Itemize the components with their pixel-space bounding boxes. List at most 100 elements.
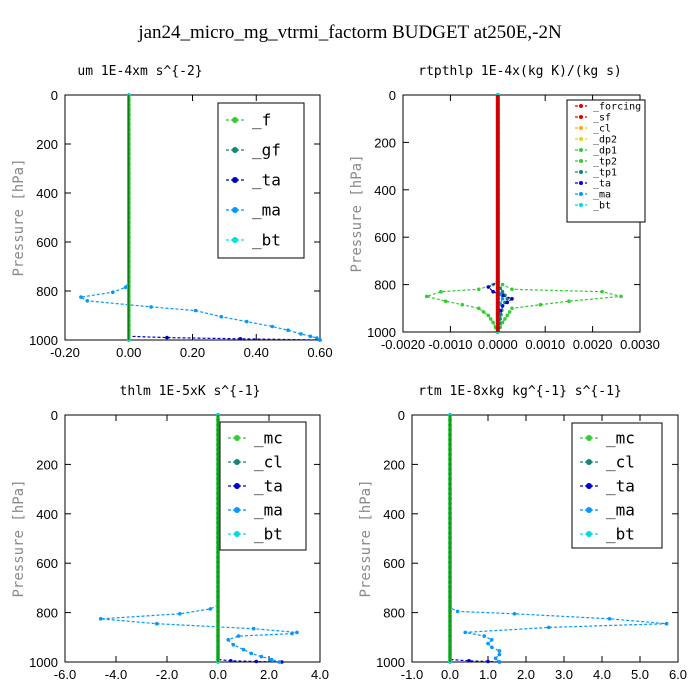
legend-marker [586,459,592,465]
legend-marker [234,507,240,513]
legend-label: _gf [252,141,281,160]
y-tick-label: 800 [36,606,58,621]
x-tick-label: 0.0000 [478,337,518,352]
data-point [318,338,322,342]
data-point [477,306,481,311]
data-point [269,657,274,662]
data-point [486,641,490,646]
legend-label: _ma [252,201,281,220]
x-tick-label: 2.0 [260,667,278,682]
legend-marker [579,104,583,108]
legend-label: _ta [254,477,283,496]
data-point [491,289,495,294]
data-point [503,317,507,321]
y-tick-label: 400 [36,507,58,522]
data-point [505,313,510,318]
data-point [98,617,103,621]
legend-marker [232,117,238,123]
y-tick-label: 800 [36,284,58,299]
data-point [500,289,505,294]
plot-frame [411,414,679,663]
data-point [499,312,503,317]
data-point [259,654,264,659]
data-point [251,626,256,631]
data-point [500,304,505,308]
legend-marker [579,192,583,196]
data-point [460,302,465,307]
data-point [482,634,487,638]
legend-marker [234,483,240,489]
x-tick-label: 4.0 [593,667,611,682]
x-tick-label: -4.0 [105,667,127,682]
legend-marker [579,115,583,119]
legend-marker [579,137,583,141]
data-point [510,287,514,292]
legend-label: _dp2 [593,135,617,146]
data-point [178,612,182,616]
legend-label: _bt [252,231,281,250]
data-point [547,625,551,630]
series-line [487,95,514,332]
data-point [486,313,491,318]
chart-panel-2: rtpthlp 1E-4x(kg K)/(kg s) Pressure [hPa]… [349,64,660,352]
data-point [664,621,669,626]
data-point [424,294,429,299]
legend-label: _ma [606,501,635,520]
data-point [497,652,502,657]
legend-label: _sf [593,113,611,124]
legend: _forcing_sf_cl_dp2_dp1_tp2_tp1_ta_ma_bt [566,99,646,223]
legend: _f _gf _ta _ma _bt [217,102,305,259]
x-tick-label: -0.0010 [428,337,472,352]
y-tick-label: 600 [374,230,396,245]
y-axis-label: Pressure [hPa] [349,154,365,272]
data-point [226,638,230,642]
legend-label: _cl [254,453,283,472]
legend-label: _f [252,111,271,130]
data-point [238,337,243,341]
legend-marker [232,237,238,243]
chart-panel-1: um 1E-4xm s^{-2} Pressure [hPa] -0.20 0.00 0… [11,64,333,360]
data-point [490,645,494,649]
data-point [277,660,282,664]
legend-marker [232,207,238,213]
x-tick-label: -0.0020 [381,337,425,352]
data-point [538,302,543,307]
figure-title: jan24_micro_mg_vtrmi_factorm BUDGET at25… [138,22,562,43]
y-tick-label: 200 [374,135,396,150]
legend-label: _mc [254,429,283,448]
data-point [241,647,246,652]
data-point [488,317,493,321]
data-point [315,336,319,340]
legend-label: _ma [593,190,611,201]
y-tick-label: 1000 [376,655,405,670]
data-point [493,656,498,661]
data-point [500,282,505,287]
y-tick-label: 1000 [367,325,396,340]
y-tick-label: 600 [36,235,58,250]
legend-label: _ta [252,171,281,190]
plot-frame [64,414,321,663]
data-point [280,660,284,664]
data-point [497,660,502,664]
data-point [439,289,443,294]
x-tick-label: 2.0 [517,667,535,682]
y-tick-label: 200 [36,137,58,152]
data-point [79,295,83,299]
x-tick-label: 0.0 [441,667,459,682]
x-tick-label: -0.20 [50,345,80,360]
data-point [505,300,510,305]
legend-label: _bt [593,201,611,212]
data-point [510,297,514,301]
x-tick-label: 3.0 [555,667,573,682]
data-point [481,310,486,314]
data-point [295,630,299,635]
series-line [424,95,499,333]
legend-label: _bt [254,525,283,544]
legend-marker [586,435,592,441]
data-point [236,634,241,638]
x-tick-label: -1.0 [401,667,423,682]
data-point [231,642,236,647]
series-tp2 [424,93,500,334]
y-tick-label: 0 [398,408,405,423]
y-tick-label: 400 [383,507,405,522]
